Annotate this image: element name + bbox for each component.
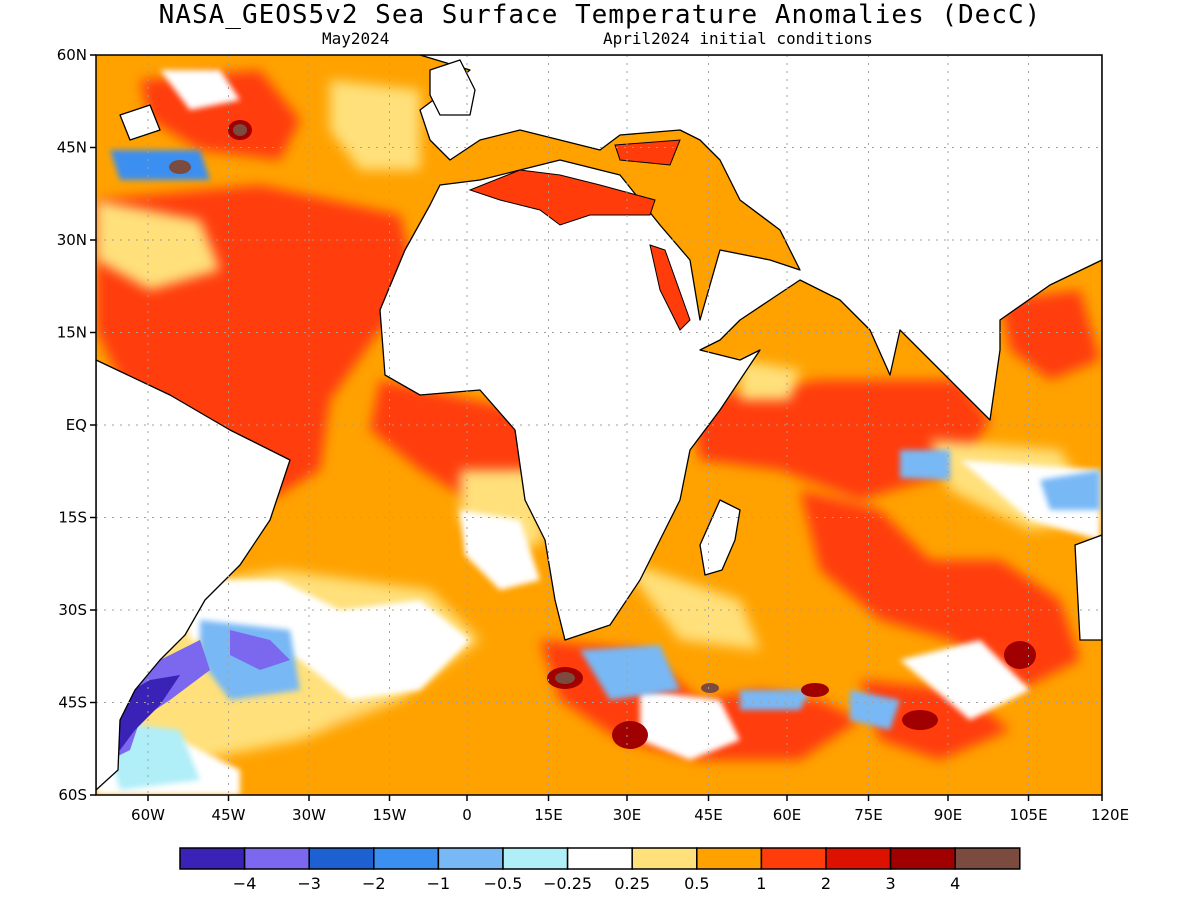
legend-label: −2 [362,874,386,893]
legend-swatch [373,847,440,870]
lon-label: 30E [613,806,642,824]
lon-label: 120E [1091,806,1129,824]
uk-ireland [429,59,476,116]
lat-label: 15S [58,509,87,527]
lon-label: 15W [373,806,407,824]
legend-swatch [566,847,633,870]
lon-label: 75E [854,806,883,824]
lat-label: 45S [58,694,87,712]
madagascar [699,499,741,576]
legend-swatch [696,847,763,870]
lon-label: 45E [694,806,723,824]
color-legend: −4 −3 −2 −1 −0.5 −0.25 0.25 0.5 1 2 3 4 [179,847,1021,893]
legend-label: 3 [886,874,896,893]
legend-swatch [179,847,246,870]
legend-swatch [631,847,698,870]
legend-swatch [954,847,1021,870]
lon-label: 105E [1009,806,1047,824]
lat-label: 60S [58,786,87,804]
lon-label: 0 [462,806,472,824]
legend-label: 0.25 [614,874,650,893]
forecast-month: May2024 [322,29,390,48]
legend-label: −4 [233,874,257,893]
lon-label: 45W [212,806,246,824]
lat-label: 60N [57,46,87,64]
lon-label: 30W [292,806,326,824]
lon-label: 60W [131,806,165,824]
lat-label: 45N [57,139,87,157]
legend-label: −3 [297,874,321,893]
south-america [96,359,291,791]
legend-swatch [825,847,892,870]
legend-swatch [889,847,956,870]
legend-label: 4 [950,874,960,893]
lon-label: 15E [534,806,563,824]
legend-swatch [760,847,827,870]
legend-swatch [243,847,310,870]
initial-conditions: April2024 initial conditions [603,29,873,48]
lat-label: 30S [58,601,87,619]
legend-label: 1 [756,874,766,893]
legend-label: 0.5 [684,874,709,893]
inland-seas [468,139,691,331]
lat-label: 30N [57,231,87,249]
legend-swatch [502,847,569,870]
lat-label: 15N [57,324,87,342]
legend-swatch [308,847,375,870]
australia [1074,534,1102,641]
latitude-labels: 60N 45N 30N 15N EQ 15S 30S 45S 60S [57,46,96,804]
graticule [96,55,1102,795]
newfoundland [119,104,161,141]
legend-label: 2 [821,874,831,893]
legend-label: −0.5 [484,874,523,893]
legend-swatch [437,847,504,870]
lat-label: EQ [66,416,87,434]
lon-label: 90E [934,806,963,824]
legend-label: −0.25 [543,874,592,893]
map-title: NASA_GEOS5v2 Sea Surface Temperature Ano… [158,0,1042,30]
legend-label: −1 [427,874,451,893]
lon-label: 60E [773,806,802,824]
longitude-labels: 60W 45W 30W 15W 0 15E 30E 45E 60E 75E 90E 105E 120E [131,795,1129,824]
